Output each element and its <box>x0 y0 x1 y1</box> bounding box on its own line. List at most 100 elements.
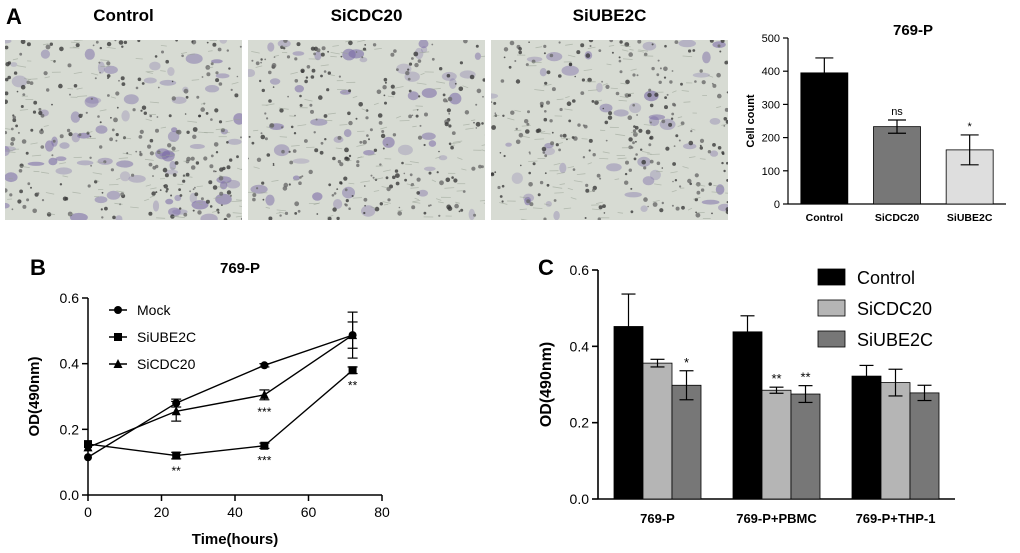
chart-c-y-axis-label: OD(490nm) <box>538 342 555 427</box>
series-line <box>87 334 353 449</box>
legend-label: SiCDC20 <box>857 299 932 319</box>
y-tick-label: 300 <box>762 99 780 111</box>
image-title-sicdc20: SiCDC20 <box>330 6 403 25</box>
significance-label: *** <box>257 405 271 419</box>
y-tick-label: 500 <box>762 33 780 45</box>
legend: Control SiCDC20 SiUBE2C <box>817 268 933 350</box>
data-point <box>83 442 93 452</box>
series-siube2c: ******* <box>84 366 358 478</box>
x-tick-label: Control <box>806 212 843 224</box>
x-tick-label: 0 <box>84 504 92 520</box>
data-point <box>348 330 358 340</box>
x-tick-label: 60 <box>301 504 317 520</box>
y-tick-label: 200 <box>762 133 780 145</box>
chart-a-cell-count: 769-P Cell count 0 100 200 300 400 500 Control… <box>745 22 1006 224</box>
data-point <box>260 441 269 450</box>
series-sicdc20: *** <box>83 321 358 452</box>
y-tick-label: 0.6 <box>60 290 80 306</box>
legend-label: Control <box>857 268 915 288</box>
panel-letter-a: A <box>6 4 22 29</box>
data-point <box>171 406 181 416</box>
significance-label: ns <box>891 106 903 118</box>
x-tick-label: 769-P+PBMC <box>736 511 817 526</box>
stained-cells <box>5 40 242 220</box>
data-point <box>348 366 357 375</box>
legend-label: Mock <box>137 302 171 318</box>
significance-label: *** <box>257 453 271 467</box>
significance-label: ** <box>348 379 358 393</box>
data-point <box>172 451 181 460</box>
bar-control <box>800 72 849 205</box>
y-tick-label: 0.0 <box>60 487 80 503</box>
y-tick-label: 0.0 <box>570 491 590 507</box>
y-tick-label: 0 <box>774 199 780 211</box>
bar-sicdc20 <box>873 126 921 205</box>
chart-a-y-axis-label: Cell count <box>745 94 757 148</box>
membrane-pores <box>248 40 485 220</box>
significance-label: * <box>684 355 689 370</box>
chart-b-y-axis-label: OD(490nm) <box>26 356 43 436</box>
bar-control <box>732 331 763 500</box>
legend: Mock SiUBE2C SiCDC20 <box>109 302 196 372</box>
x-tick-label: 80 <box>374 504 390 520</box>
legend-swatch <box>817 268 846 286</box>
x-tick-label: 20 <box>154 504 170 520</box>
stained-cells <box>248 40 481 220</box>
legend-swatch <box>817 299 846 317</box>
significance-label: * <box>968 121 973 133</box>
data-point <box>260 361 269 370</box>
y-tick-label: 0.2 <box>60 421 80 437</box>
image-title-siube2c: SiUBE2C <box>572 6 647 25</box>
series-line <box>87 369 354 457</box>
data-point <box>84 453 92 462</box>
chart-a-title: 769-P <box>893 22 933 39</box>
x-tick-label: 769-P <box>640 511 675 526</box>
image-title-control: Control <box>93 6 154 25</box>
chart-c-od-bars: OD(490nm) 0.0 0.2 0.4 0.6 769-P * 769-P+PBMC **… <box>538 262 955 526</box>
x-tick-label: 769-P+THP-1 <box>856 511 936 526</box>
y-tick-label: 0.4 <box>570 338 590 354</box>
legend-label: SiUBE2C <box>857 330 933 350</box>
x-tick-label: SiUBE2C <box>947 212 993 224</box>
data-point <box>113 359 123 368</box>
y-tick-label: 400 <box>762 66 780 78</box>
micrograph-control <box>5 40 242 220</box>
bar-siube2c <box>909 392 940 500</box>
x-tick-label: SiCDC20 <box>875 212 920 224</box>
panel-letter-c: C <box>538 255 554 280</box>
series-line <box>87 334 353 458</box>
y-tick-label: 100 <box>762 166 780 178</box>
series-mock <box>84 311 358 462</box>
membrane-pores <box>491 40 728 220</box>
legend-label: SiCDC20 <box>137 356 196 372</box>
stained-cells <box>491 40 728 220</box>
legend-label: SiUBE2C <box>137 329 196 345</box>
micrograph-siube2c <box>491 40 728 220</box>
data-point <box>114 306 122 314</box>
y-tick-label: 0.6 <box>570 262 590 278</box>
panel-letter-b: B <box>30 255 46 280</box>
membrane-pores <box>5 40 242 220</box>
membrane-texture <box>492 43 728 220</box>
x-tick-label: 40 <box>227 504 243 520</box>
membrane-texture <box>5 40 242 219</box>
micrograph-sicdc20 <box>248 40 485 220</box>
bar-control <box>851 375 882 500</box>
membrane-texture <box>248 40 485 218</box>
chart-b-growth-curve: 769-P OD(490nm) Time(hours) 0.0 0.2 0.4 0.6… <box>26 260 390 548</box>
data-point <box>259 389 269 399</box>
significance-label: ** <box>800 370 810 385</box>
bar-siube2c <box>790 393 821 500</box>
bar-sicdc20 <box>761 389 792 500</box>
y-tick-label: 0.2 <box>570 415 590 431</box>
significance-label: ** <box>771 371 781 386</box>
bar-sicdc20 <box>880 382 911 500</box>
data-point <box>114 333 122 341</box>
chart-b-title: 769-P <box>220 260 260 277</box>
significance-label: ** <box>172 464 182 478</box>
bar-siube2c <box>671 384 702 500</box>
bar-sicdc20 <box>642 362 673 500</box>
chart-b-x-axis-label: Time(hours) <box>192 531 278 548</box>
y-tick-label: 0.4 <box>60 356 80 372</box>
legend-swatch <box>817 330 846 348</box>
